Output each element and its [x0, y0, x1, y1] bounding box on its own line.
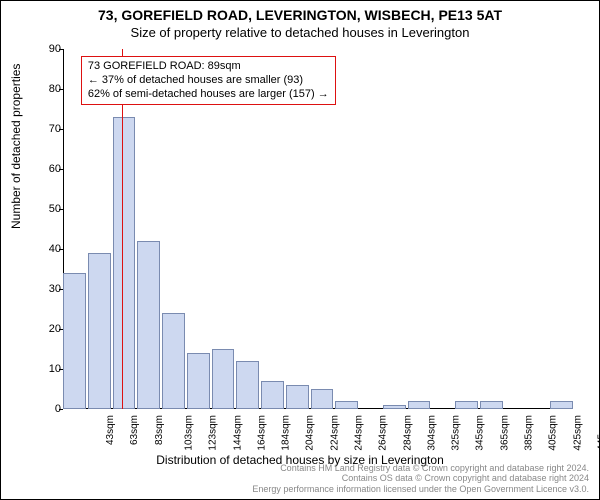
y-tick-mark [59, 169, 63, 170]
y-tick-mark [59, 329, 63, 330]
histogram-bar [63, 273, 86, 409]
y-tick-mark [59, 289, 63, 290]
histogram-bar [212, 349, 235, 409]
histogram-bar [162, 313, 185, 409]
x-tick-label: 264sqm [378, 415, 389, 451]
histogram-bar [137, 241, 160, 409]
x-tick-label: 144sqm [232, 415, 243, 451]
histogram-bar [480, 401, 503, 409]
y-tick-label: 10 [33, 363, 61, 375]
footer-line-2: Contains OS data © Crown copyright and d… [252, 473, 589, 484]
y-tick-mark [59, 369, 63, 370]
footer-line-1: Contains HM Land Registry data © Crown c… [252, 463, 589, 474]
x-tick-label: 425sqm [572, 415, 583, 451]
y-tick-label: 0 [33, 403, 61, 415]
histogram-bar [408, 401, 431, 409]
x-tick-label: 445sqm [596, 415, 600, 451]
x-tick-label: 224sqm [329, 415, 340, 451]
y-tick-label: 40 [33, 243, 61, 255]
y-tick-mark [59, 49, 63, 50]
y-tick-label: 50 [33, 203, 61, 215]
x-tick-label: 405sqm [548, 415, 559, 451]
annotation-line-3: 62% of semi-detached houses are larger (… [88, 88, 329, 102]
y-tick-label: 30 [33, 283, 61, 295]
x-tick-label: 83sqm [154, 415, 165, 445]
x-tick-label: 304sqm [426, 415, 437, 451]
histogram-bar [113, 117, 136, 409]
footer-attribution: Contains HM Land Registry data © Crown c… [252, 463, 589, 495]
x-tick-label: 325sqm [451, 415, 462, 451]
histogram-bar [550, 401, 573, 409]
x-tick-label: 123sqm [208, 415, 219, 451]
histogram-bar [311, 389, 334, 409]
x-tick-label: 164sqm [256, 415, 267, 451]
x-tick-label: 184sqm [281, 415, 292, 451]
histogram-bar [236, 361, 259, 409]
histogram-bar [335, 401, 358, 409]
x-tick-label: 345sqm [475, 415, 486, 451]
y-tick-mark [59, 209, 63, 210]
histogram-bar [286, 385, 309, 409]
annotation-line-1: 73 GOREFIELD ROAD: 89sqm [88, 60, 329, 74]
y-tick-label: 70 [33, 123, 61, 135]
y-axis-label: Number of detached properties [9, 64, 23, 229]
x-tick-label: 244sqm [354, 415, 365, 451]
x-tick-label: 63sqm [129, 415, 140, 445]
y-tick-mark [59, 89, 63, 90]
chart-subtitle: Size of property relative to detached ho… [1, 25, 599, 40]
x-axis-ticks: 43sqm 63sqm 83sqm 103sqm 123sqm 144sqm 164sqm 1… [63, 409, 573, 451]
chart-container: 73, GOREFIELD ROAD, LEVERINGTON, WISBECH… [0, 0, 600, 500]
histogram-bar [261, 381, 284, 409]
annotation-box: 73 GOREFIELD ROAD: 89sqm ← 37% of detach… [81, 56, 336, 105]
x-tick-label: 365sqm [499, 415, 510, 451]
footer-line-3: Energy performance information licensed … [252, 484, 589, 495]
y-tick-mark [59, 409, 63, 410]
histogram-bar [187, 353, 210, 409]
x-tick-label: 204sqm [305, 415, 316, 451]
y-axis-ticks: 0102030405060708090 [33, 49, 61, 409]
y-tick-mark [59, 249, 63, 250]
y-tick-mark [59, 129, 63, 130]
y-tick-label: 60 [33, 163, 61, 175]
annotation-line-2: ← 37% of detached houses are smaller (93… [88, 74, 329, 88]
x-tick-label: 43sqm [105, 415, 116, 445]
histogram-bar [88, 253, 111, 409]
x-tick-label: 284sqm [402, 415, 413, 451]
x-tick-label: 385sqm [524, 415, 535, 451]
y-tick-label: 20 [33, 323, 61, 335]
chart-title: 73, GOREFIELD ROAD, LEVERINGTON, WISBECH… [1, 7, 599, 23]
y-tick-label: 80 [33, 83, 61, 95]
y-tick-label: 90 [33, 43, 61, 55]
plot-area: 0102030405060708090 73 GOREFIELD ROAD: 8… [63, 49, 573, 409]
x-tick-label: 103sqm [184, 415, 195, 451]
histogram-bar [455, 401, 478, 409]
